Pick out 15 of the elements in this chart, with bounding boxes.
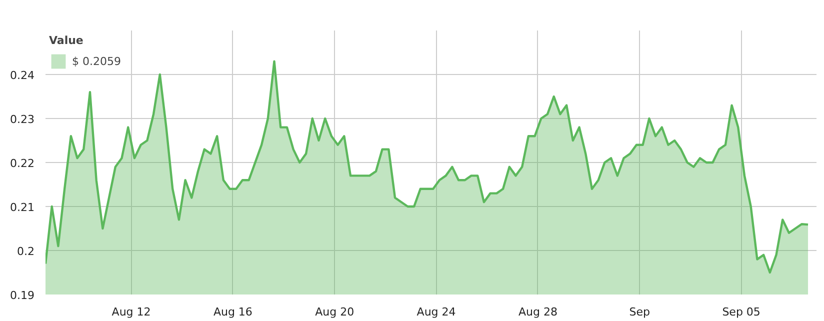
x-tick-label: Aug 12 [112, 306, 151, 318]
x-tick-label: Aug 28 [518, 306, 558, 318]
y-tick-label: 0.19 [10, 289, 35, 302]
x-tick-label: Sep [629, 306, 650, 318]
x-tick-label: Aug 20 [315, 306, 354, 318]
x-tick-label: Sep 05 [722, 306, 760, 318]
y-tick-label: 0.22 [10, 157, 35, 170]
legend-label: $ 0.2059 [72, 54, 121, 68]
y-tick-label: 0.2 [17, 245, 35, 258]
legend-title: Value [49, 34, 84, 47]
x-tick-label: Aug 24 [416, 306, 456, 318]
y-tick-label: 0.24 [10, 69, 35, 82]
y-tick-label: 0.23 [10, 113, 35, 126]
x-tick-label: Aug 16 [213, 306, 252, 318]
y-tick-label: 0.21 [10, 201, 35, 214]
